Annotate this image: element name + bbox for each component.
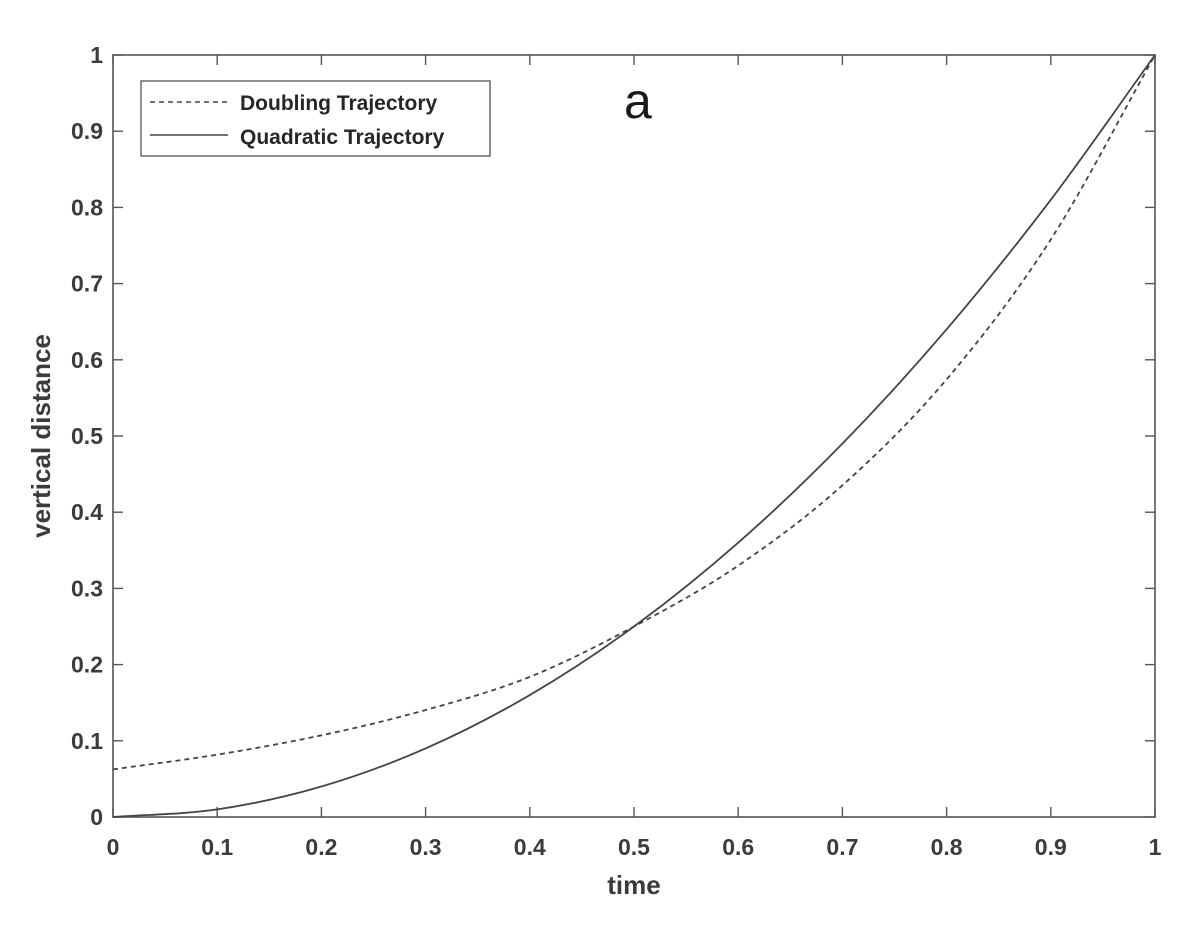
legend-label-quadratic: Quadratic Trajectory xyxy=(240,126,445,149)
y-tick-label: 0.2 xyxy=(71,652,103,678)
ticks-layer: 0 0.1 0.2 0.3 0.4 0.5 0.6 0.7 0.8 0.9 1 0 0.1 0.2 0.3 0… xyxy=(71,42,1162,860)
y-tick-label: 1 xyxy=(90,42,103,68)
y-tick-label: 0.3 xyxy=(71,575,103,601)
plot-area xyxy=(112,54,1156,818)
y-tick-label: 0.5 xyxy=(71,423,103,449)
series-layer xyxy=(112,54,1156,818)
x-tick-label: 0.5 xyxy=(618,834,650,860)
series-line-doubling xyxy=(112,54,1156,771)
y-tick-label: 0.6 xyxy=(71,347,103,373)
x-tick-label: 0 xyxy=(107,834,120,860)
y-tick-label: 0 xyxy=(90,804,103,830)
x-tick-label: 0.6 xyxy=(722,834,754,860)
x-tick-label: 0.3 xyxy=(410,834,442,860)
x-tick-label: 0.2 xyxy=(305,834,337,860)
x-tick-label: 0.9 xyxy=(1035,834,1067,860)
y-tick-label: 0.8 xyxy=(71,194,103,220)
x-tick-label: 0.1 xyxy=(201,834,233,860)
legend: Doubling Trajectory Quadratic Trajectory xyxy=(140,80,491,157)
y-tick-label: 0.9 xyxy=(71,118,103,144)
y-axis-title: vertical distance xyxy=(26,334,56,538)
legend-label-doubling: Doubling Trajectory xyxy=(240,92,438,115)
y-tick-label: 0.1 xyxy=(71,728,103,754)
x-tick-label: 0.4 xyxy=(514,834,546,860)
legend-box xyxy=(140,80,491,157)
x-tick-label: 0.8 xyxy=(931,834,963,860)
x-axis-title: time xyxy=(607,870,660,900)
x-tick-label: 0.7 xyxy=(826,834,858,860)
y-tick-label: 0.7 xyxy=(71,271,103,297)
y-tick-label: 0.4 xyxy=(71,499,103,525)
series-line-quadratic xyxy=(112,54,1156,818)
x-tick-label: 1 xyxy=(1149,834,1162,860)
panel-label: a xyxy=(624,73,652,129)
